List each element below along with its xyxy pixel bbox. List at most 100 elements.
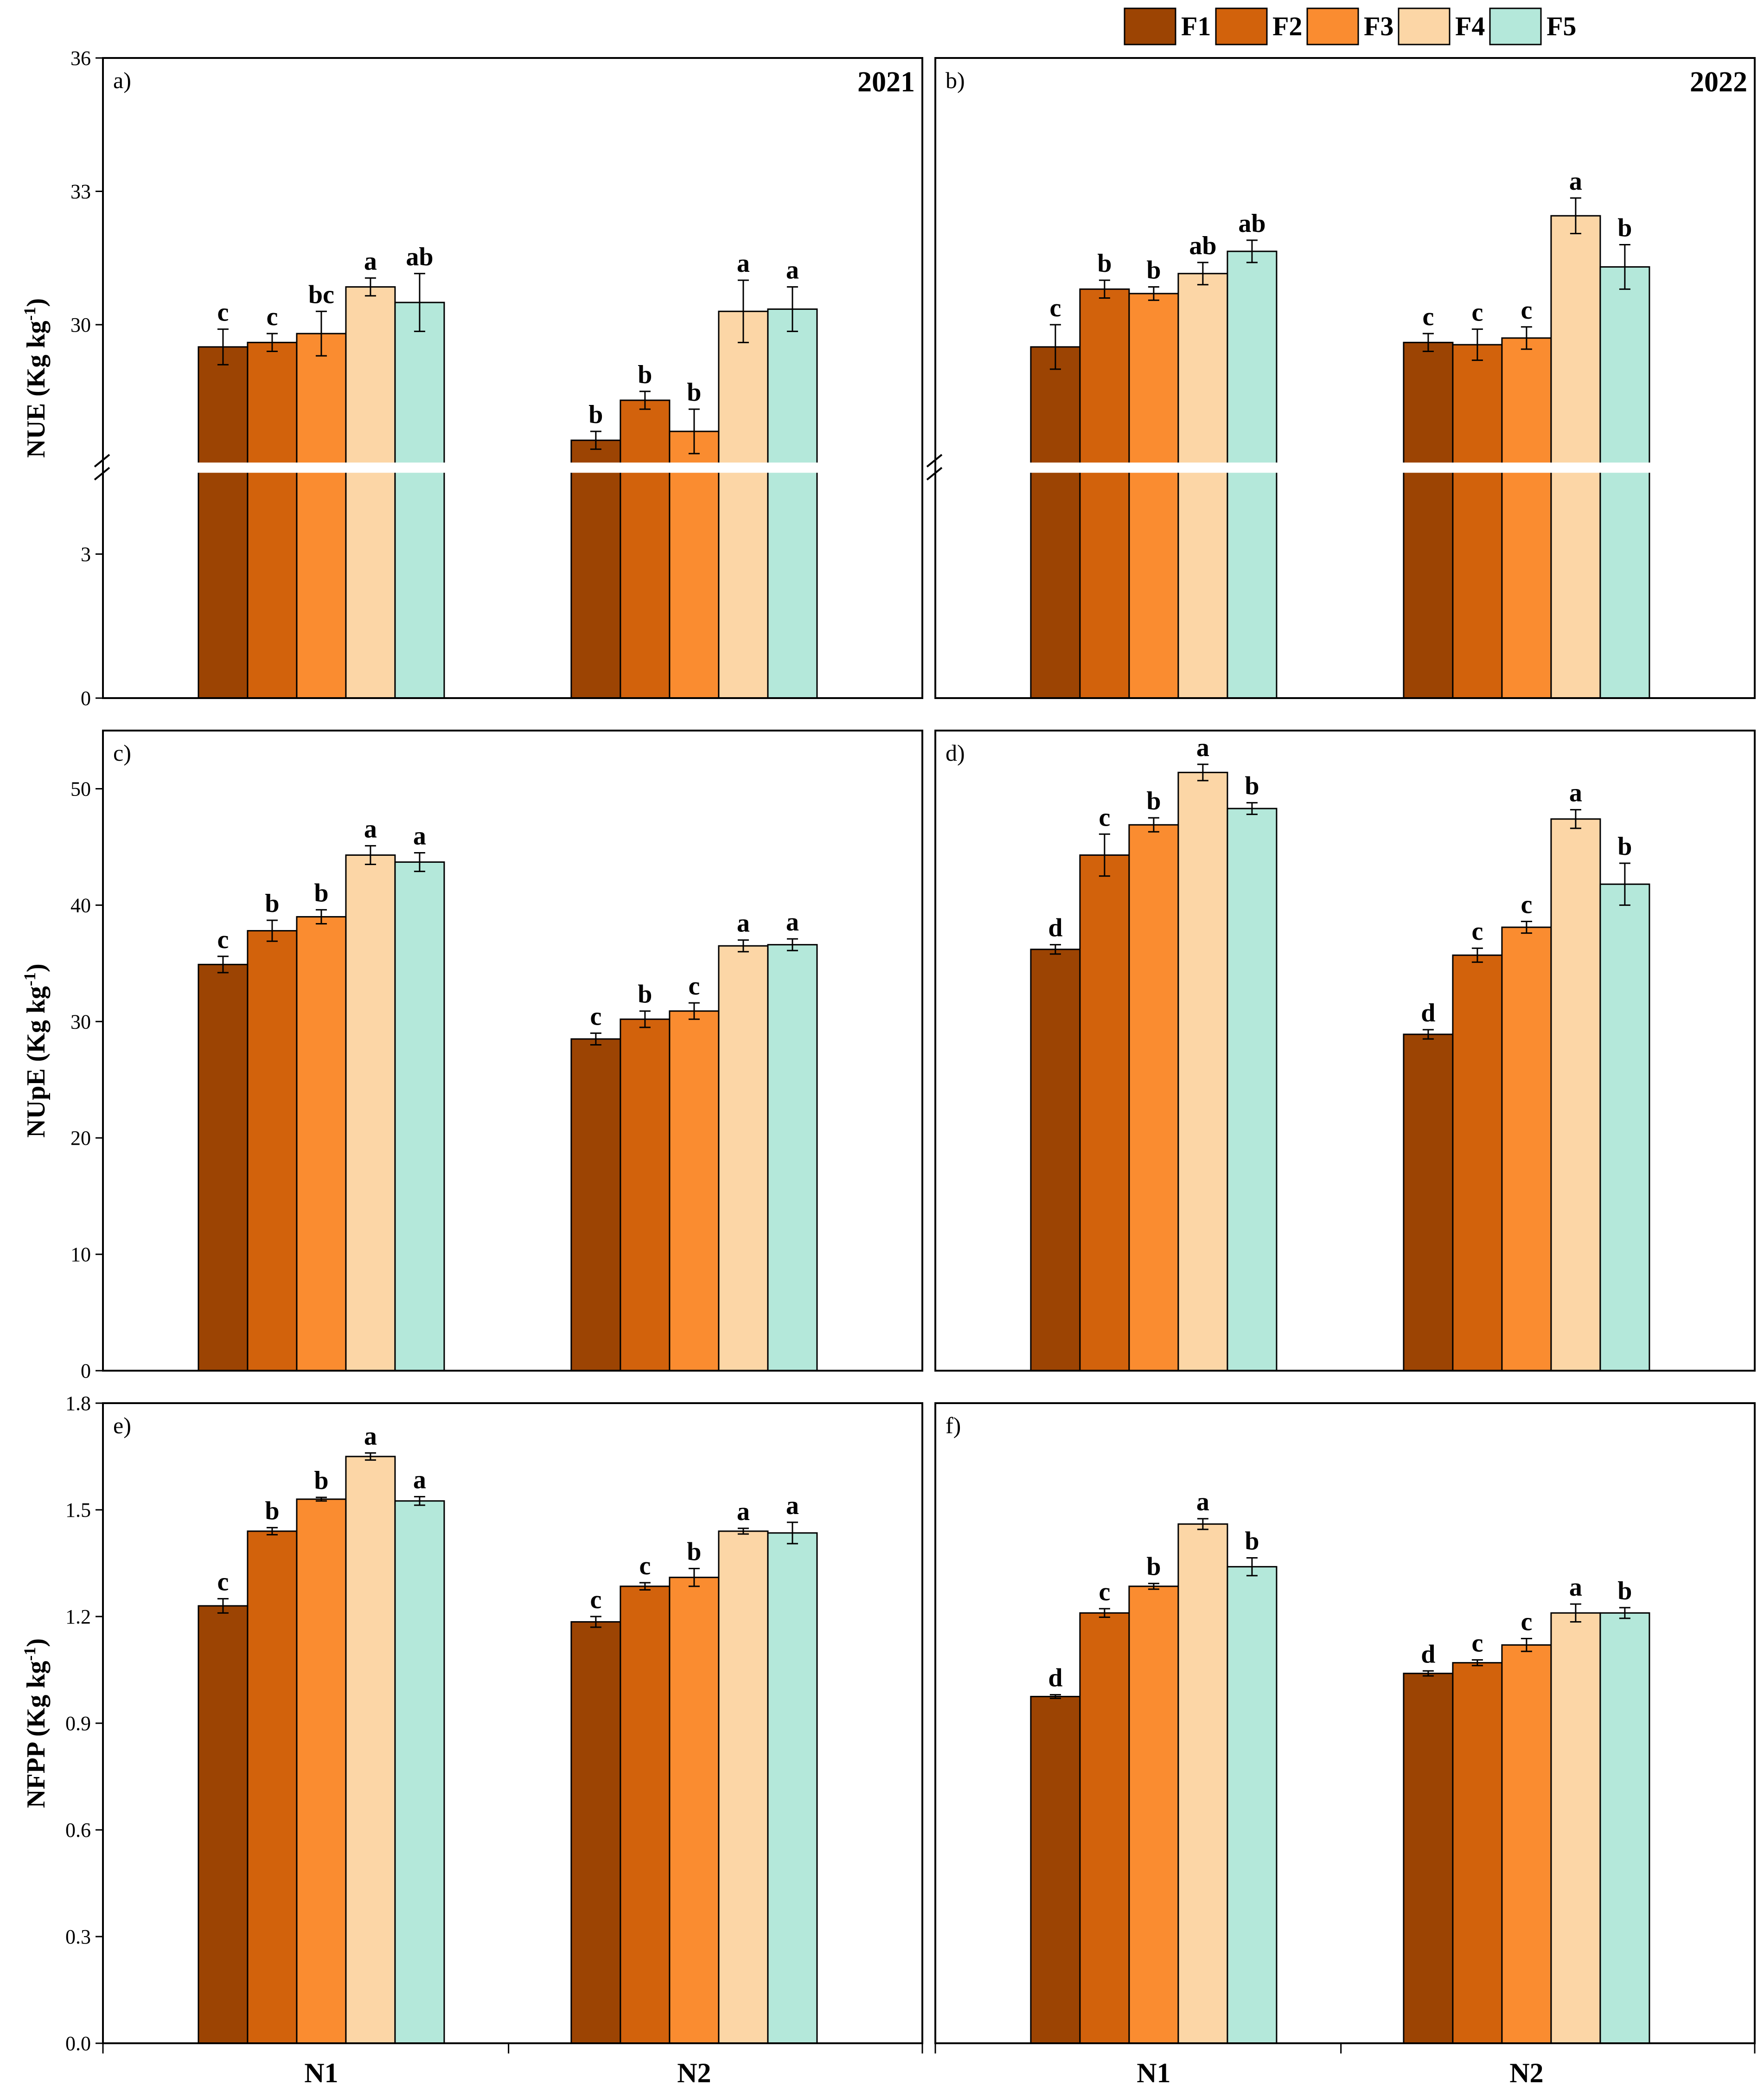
- significance-letter-n2-f5: a: [786, 908, 799, 937]
- significance-letter-n2-f4: a: [737, 249, 750, 278]
- bar-n1-f5: [394, 302, 445, 699]
- bar-n1-f5: [394, 1500, 445, 2044]
- error-bar-n1-f4: [1197, 763, 1208, 782]
- bar-n1-f4: [1177, 273, 1228, 699]
- y-tick-label: 1.5: [65, 1499, 91, 1521]
- bar-n1-f2: [1079, 1612, 1130, 2044]
- bar-n1-f3: [296, 916, 347, 1372]
- y-axis-title-end: ): [22, 298, 51, 307]
- bar-n1-f2: [1079, 854, 1130, 1372]
- error-bar-n2-f5: [786, 286, 798, 332]
- error-bar-n1-f1: [217, 956, 229, 974]
- year-label: 2022: [1690, 66, 1747, 98]
- bar-n1-f3: [296, 333, 347, 699]
- error-bar-n1-f1: [1049, 1694, 1061, 1699]
- year-label: 2021: [857, 66, 915, 98]
- significance-letter-n2-f4: a: [737, 909, 750, 938]
- bar-n2-f3: [669, 1577, 720, 2044]
- bar-n1-f3: [1128, 1585, 1179, 2044]
- bar-n1-f1: [1030, 346, 1081, 699]
- bar-n1-f3: [1128, 824, 1179, 1372]
- panel-label: b): [946, 67, 965, 93]
- significance-letter-n2-f4: a: [1569, 1573, 1582, 1602]
- significance-letter-n2-f3: b: [687, 378, 701, 407]
- x-category-label-n2: N2: [1509, 2058, 1543, 2088]
- legend-label-f2: F2: [1272, 11, 1302, 41]
- error-bar-n2-f4: [1570, 1603, 1581, 1623]
- error-bar-n1-f2: [266, 919, 278, 942]
- significance-letter-n2-f4: a: [1569, 167, 1582, 196]
- bar-n2-f2: [620, 1585, 671, 2044]
- error-bar-n1-f4: [364, 845, 376, 866]
- significance-letter-n2-f1: b: [588, 400, 603, 429]
- significance-letter-n1-f3: b: [1146, 256, 1161, 285]
- bar-n2-f2: [620, 399, 671, 699]
- bar-n1-f4: [345, 854, 396, 1372]
- error-bar-n2-f3: [1521, 920, 1532, 934]
- y-tick-label: 50: [70, 777, 91, 800]
- error-bar-n2-f1: [590, 430, 601, 450]
- bar-n1-f1: [198, 346, 249, 699]
- y-axis-title-end: ): [22, 963, 51, 972]
- error-bar-n2-f3: [1521, 326, 1532, 350]
- legend-swatch-f4: [1398, 7, 1451, 45]
- y-tick-label: 1.8: [65, 1392, 91, 1415]
- error-bar-n1-f5: [1246, 239, 1258, 263]
- axis-break-band: [933, 462, 1757, 473]
- significance-letter-n2-f2: c: [1471, 1629, 1483, 1658]
- y-tick-label: 0.6: [65, 1819, 91, 1841]
- error-bar-n1-f5: [414, 1496, 425, 1506]
- y-tick-label: 30: [70, 1010, 91, 1033]
- error-bar-n1-f2: [266, 333, 278, 352]
- bar-n1-f1: [1030, 949, 1081, 1372]
- bar-n2-f2: [620, 1018, 671, 1372]
- error-bar-n2-f2: [1471, 947, 1483, 963]
- error-bar-n1-f4: [1197, 1518, 1208, 1530]
- bar-n2-f5: [767, 944, 818, 1372]
- error-bar-n1-f1: [217, 328, 229, 366]
- panel-label: e): [113, 1412, 131, 1438]
- significance-letter-n1-f3: b: [314, 879, 328, 907]
- significance-letter-n1-f5: a: [413, 1466, 426, 1495]
- significance-letter-n2-f1: c: [1422, 302, 1434, 331]
- error-bar-n1-f2: [1099, 1608, 1110, 1618]
- significance-letter-n2-f4: a: [737, 1497, 750, 1526]
- bar-n1-f3: [296, 1498, 347, 2044]
- error-bar-n2-f1: [590, 1032, 601, 1046]
- significance-letter-n1-f1: d: [1048, 914, 1062, 943]
- bar-n1-f1: [1030, 1696, 1081, 2044]
- significance-letter-n1-f4: a: [1196, 733, 1209, 762]
- bar-n2-f5: [1599, 1612, 1650, 2044]
- bar-n1-f5: [1227, 808, 1278, 1372]
- bar-n2-f2: [1452, 954, 1503, 1372]
- y-tick-label: 40: [70, 894, 91, 917]
- bar-n2-f1: [570, 1621, 621, 2044]
- error-bar-n1-f2: [266, 1527, 278, 1536]
- significance-letter-n2-f2: c: [1471, 298, 1483, 327]
- error-bar-n2-f1: [590, 1616, 601, 1628]
- significance-letter-n2-f5: b: [1617, 214, 1632, 243]
- bar-n2-f3: [1501, 1644, 1552, 2044]
- y-tick-label: 36: [70, 47, 91, 70]
- bar-n2-f4: [1550, 215, 1601, 699]
- significance-letter-n2-f5: b: [1617, 1577, 1632, 1605]
- bar-n2-f1: [1403, 1033, 1454, 1372]
- bar-n1-f2: [247, 1530, 298, 2044]
- bar-n2-f1: [1403, 1673, 1454, 2044]
- panel-d: d c b a b d c c a b d): [934, 730, 1756, 1372]
- significance-letter-n2-f5: a: [786, 256, 799, 285]
- error-bar-n1-f3: [1148, 286, 1159, 301]
- error-bar-n1-f4: [1197, 262, 1208, 286]
- significance-letter-n1-f4: a: [364, 815, 377, 843]
- panel-frame: [934, 57, 1756, 699]
- y-tick-label: 0.0: [65, 2032, 91, 2055]
- significance-letter-n1-f5: b: [1245, 772, 1259, 801]
- panel-frame: [934, 1402, 1756, 2044]
- y-axis-title: NUE (Kg kg-1): [20, 298, 51, 458]
- bar-n2-f3: [1501, 337, 1552, 699]
- significance-letter-n2-f1: c: [590, 1585, 601, 1614]
- bar-n2-f4: [1550, 818, 1601, 1372]
- error-bar-n1-f3: [315, 1496, 327, 1502]
